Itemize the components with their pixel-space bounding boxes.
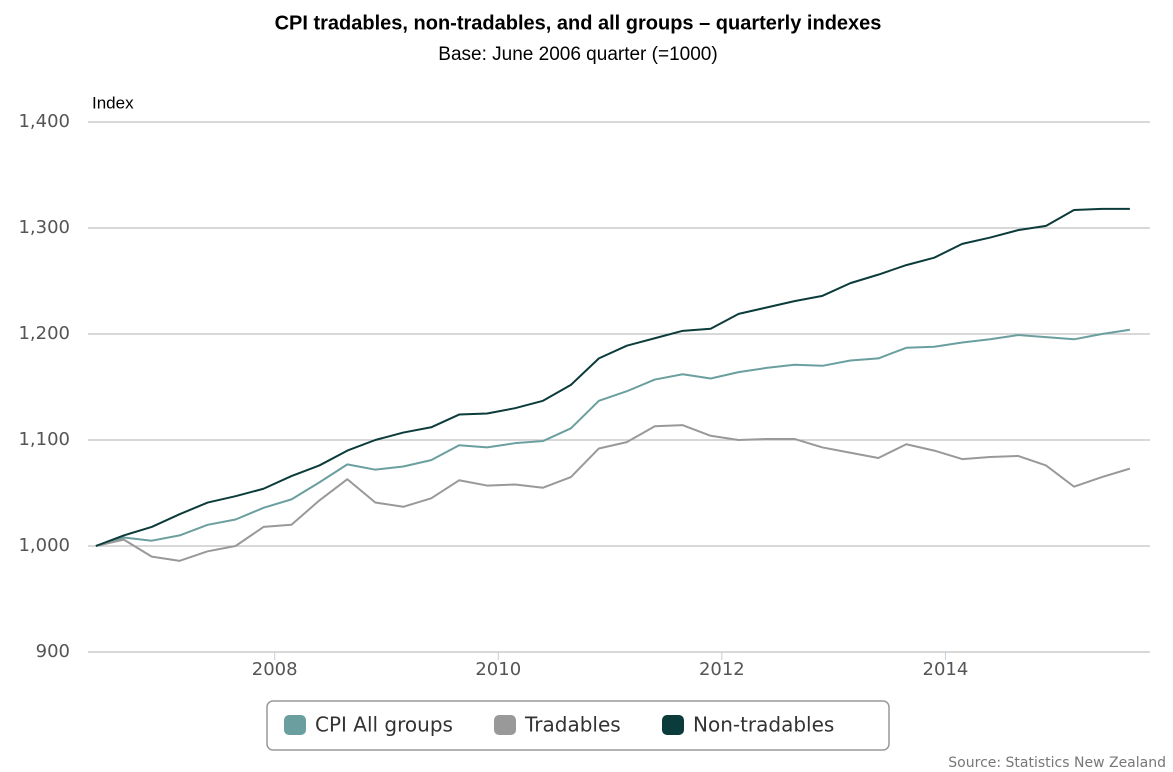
y-tick-label: 1,300: [18, 217, 70, 238]
series-line: [95, 207, 1130, 547]
y-tick-label: 900: [36, 641, 70, 662]
chart-title: CPI tradables, non-tradables, and all gr…: [275, 12, 882, 34]
y-tick-label: 1,100: [18, 429, 70, 450]
legend-label[interactable]: Tradables: [524, 713, 621, 737]
legend-symbol[interactable]: [284, 715, 306, 735]
x-tick-label: 2010: [475, 659, 521, 680]
source: Source: Statistics New Zealand: [948, 755, 1166, 771]
x-tick-label: 2012: [699, 659, 745, 680]
y-tick-label: 1,200: [18, 323, 70, 344]
legend-box: [266, 700, 890, 751]
series-line: [95, 424, 1131, 562]
legend-symbol[interactable]: [494, 715, 516, 735]
y-axis-label: Index: [92, 93, 134, 112]
series-line: [95, 328, 1131, 547]
legend-label[interactable]: CPI All groups: [315, 713, 453, 737]
y-tick-label: 1,000: [18, 535, 70, 556]
x-tick-label: 2008: [252, 659, 298, 680]
x-tick-label: 2014: [923, 659, 969, 680]
y-tick-label: 1,400: [18, 111, 70, 132]
legend-label[interactable]: Non-tradables: [693, 713, 834, 737]
legend-symbol[interactable]: [662, 715, 684, 735]
chart-subtitle: Base: June 2006 quarter (=1000): [438, 44, 717, 65]
